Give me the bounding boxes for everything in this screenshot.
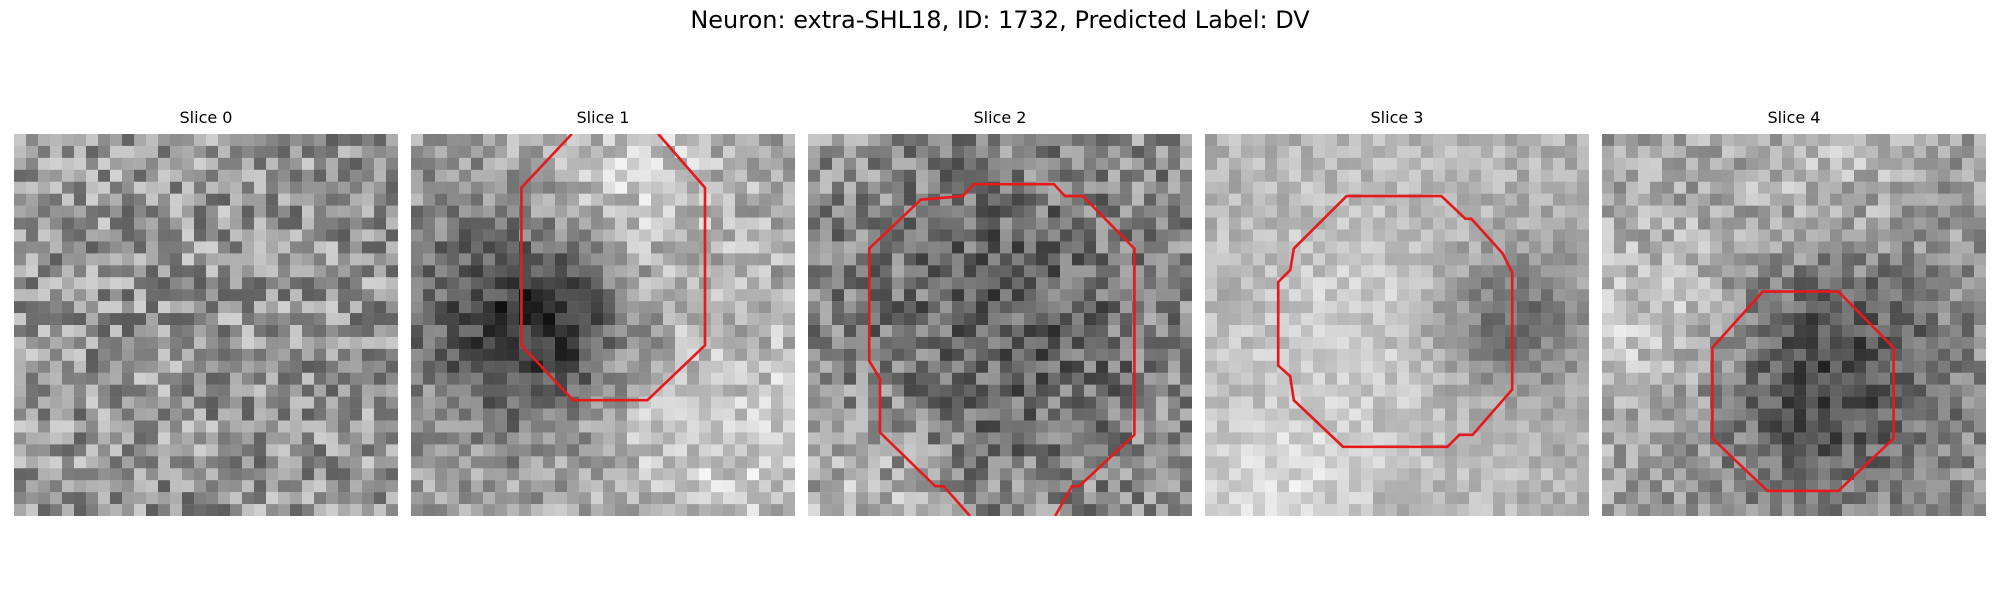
pixel-grid (1602, 134, 1986, 516)
slice-title: Slice 4 (1767, 108, 1821, 127)
slice-panel-2: Slice 2 (808, 104, 1192, 516)
roi-contour (1711, 290, 1895, 493)
slice-image-0 (14, 134, 398, 516)
slice-panel-3: Slice 3 (1205, 104, 1589, 516)
slice-image-3 (1205, 134, 1589, 516)
pixel-grid (1205, 134, 1589, 516)
slice-panel-0: Slice 0 (14, 104, 398, 516)
roi-contour (520, 134, 707, 402)
slice-title: Slice 0 (179, 108, 233, 127)
figure-title: Neuron: extra-SHL18, ID: 1732, Predicted… (690, 6, 1310, 34)
roi-contour (867, 182, 1136, 516)
pixel-grid (808, 134, 1192, 516)
slice-image-4 (1602, 134, 1986, 516)
slice-panel-1: Slice 1 (411, 104, 795, 516)
slice-title: Slice 3 (1370, 108, 1424, 127)
pixel-grid (411, 134, 795, 516)
slice-title: Slice 1 (576, 108, 630, 127)
pixel-grid (14, 134, 398, 516)
slice-image-1 (411, 134, 795, 516)
slice-image-2 (808, 134, 1192, 516)
roi-contour (1276, 194, 1514, 449)
slice-panel-4: Slice 4 (1602, 104, 1986, 516)
slice-title: Slice 2 (973, 108, 1027, 127)
